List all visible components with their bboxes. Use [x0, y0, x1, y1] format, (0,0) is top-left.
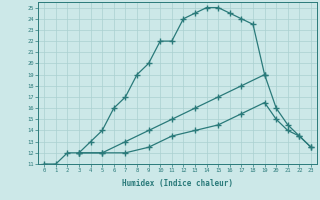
X-axis label: Humidex (Indice chaleur): Humidex (Indice chaleur) [122, 179, 233, 188]
